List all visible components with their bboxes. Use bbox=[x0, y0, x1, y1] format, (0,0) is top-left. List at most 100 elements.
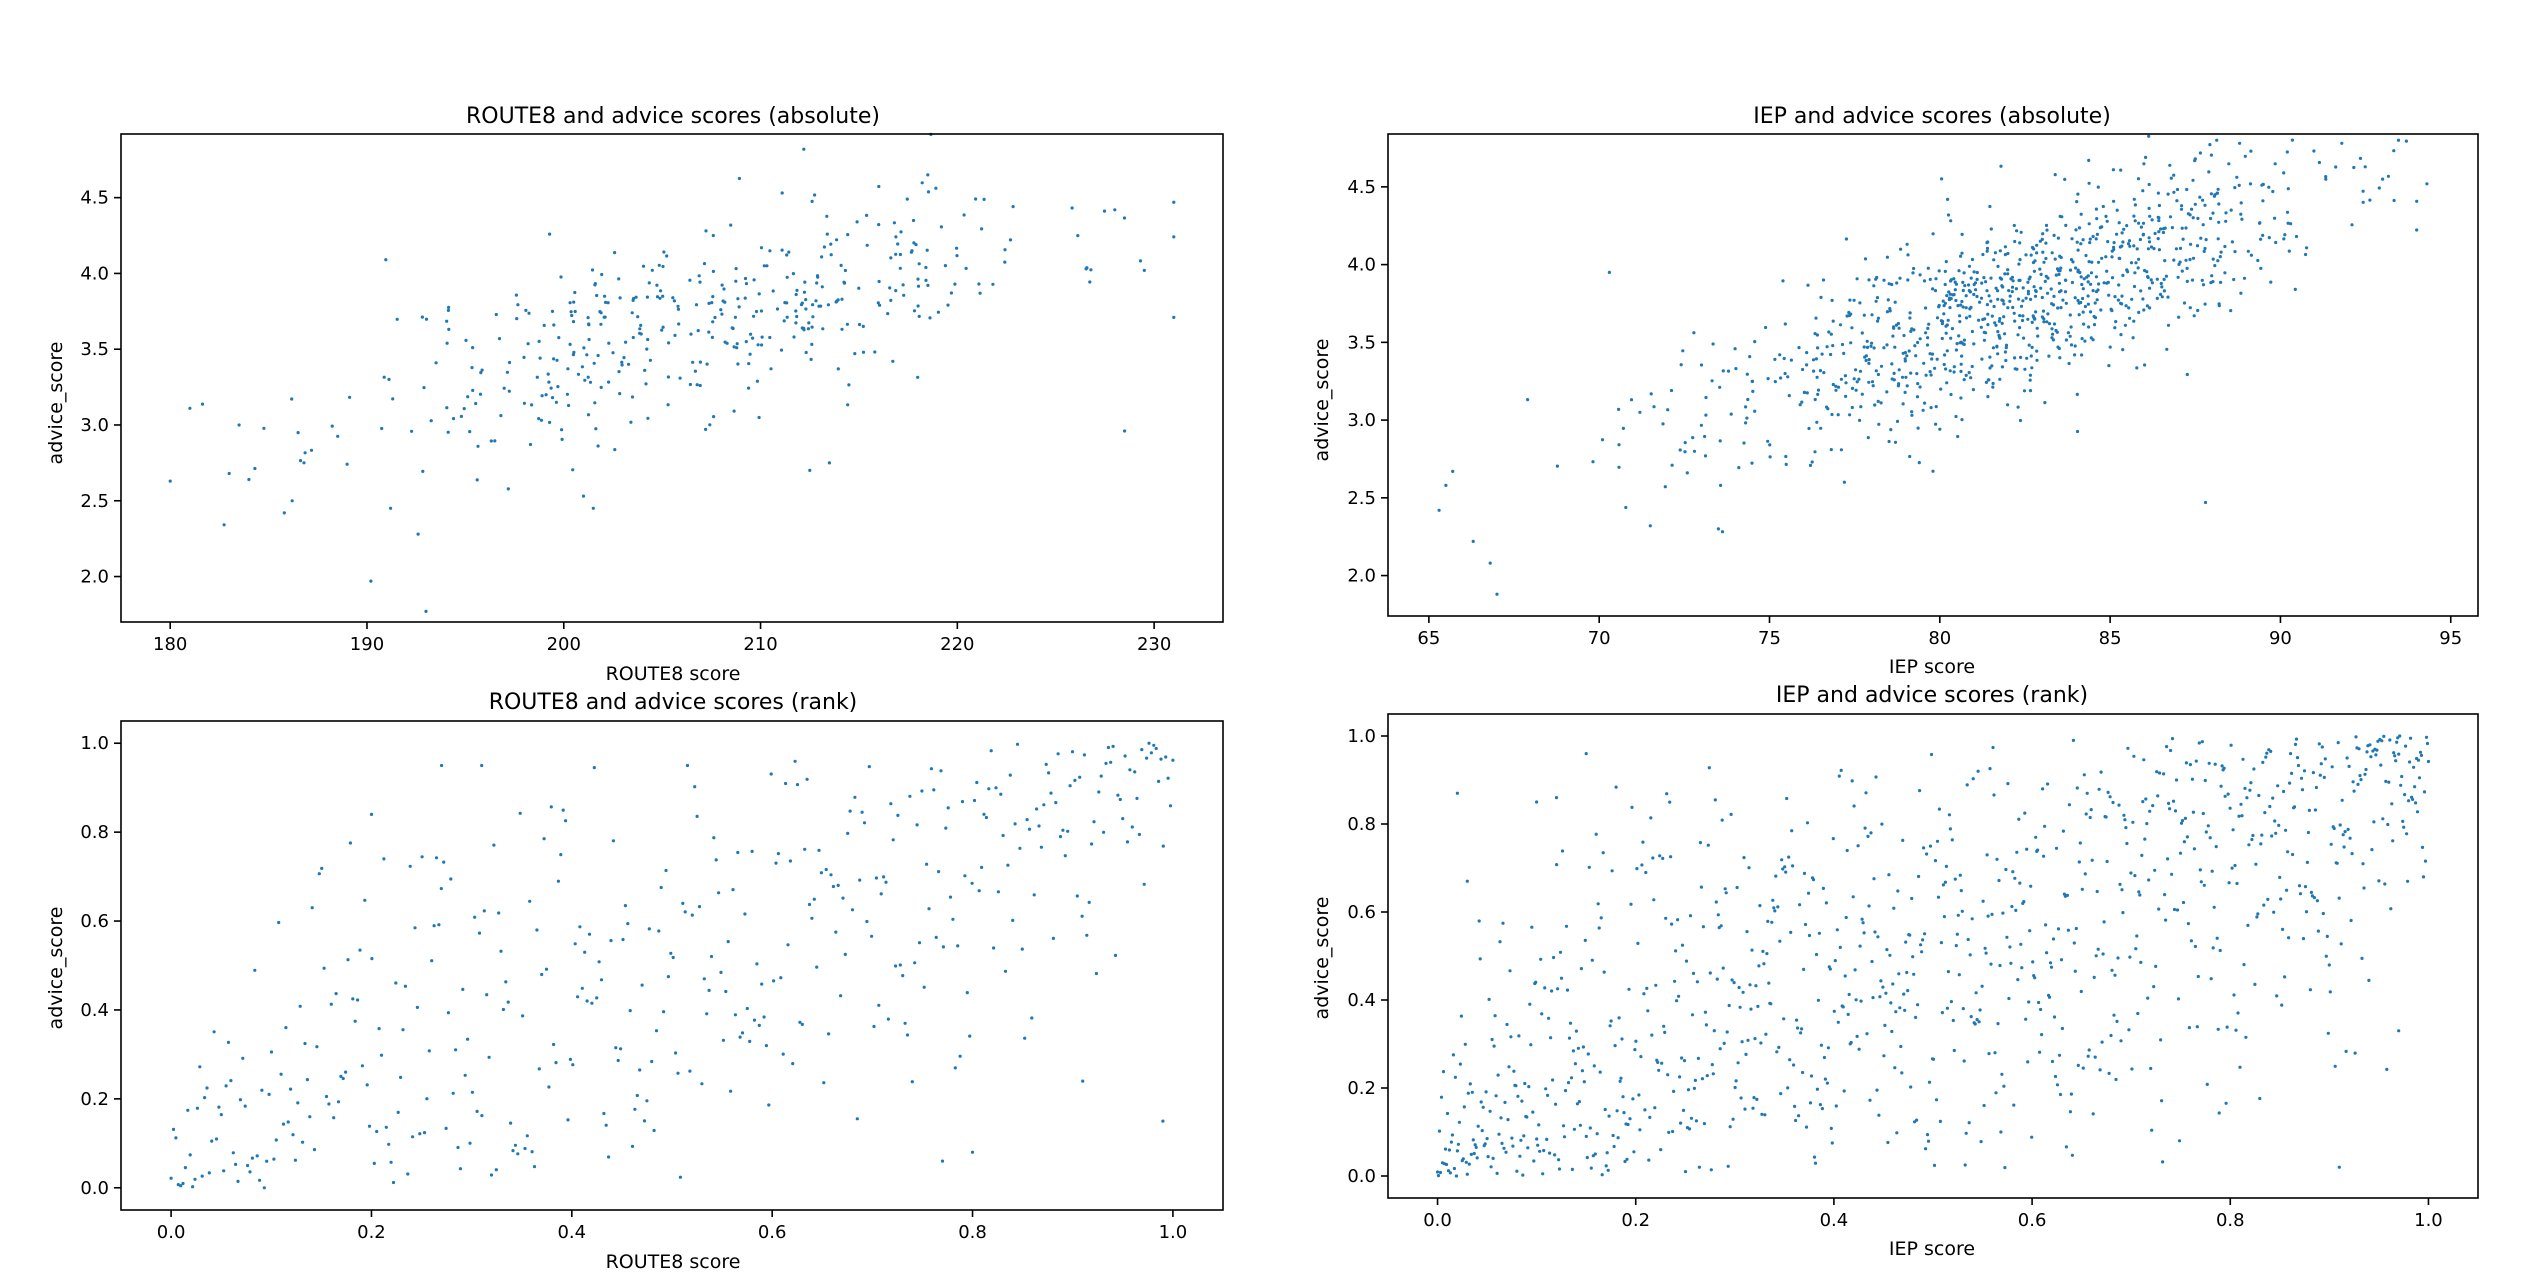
scatter-point bbox=[573, 309, 577, 314]
scatter-point bbox=[2286, 187, 2290, 191]
scatter-point bbox=[1969, 376, 1973, 380]
scatter-point bbox=[2172, 907, 2177, 912]
scatter-point bbox=[1858, 944, 1862, 948]
scatter-point bbox=[427, 1049, 431, 1053]
scatter-point bbox=[620, 360, 624, 364]
scatter-point bbox=[1770, 920, 1774, 924]
scatter-point bbox=[2426, 759, 2431, 764]
scatter-point bbox=[2010, 285, 2015, 289]
scatter-point bbox=[665, 254, 669, 258]
scatter-point bbox=[302, 461, 306, 465]
scatter-point bbox=[2133, 271, 2137, 275]
scatter-point bbox=[2149, 1066, 2153, 1071]
scatter-point bbox=[1862, 345, 1866, 349]
scatter-point bbox=[593, 282, 597, 286]
scatter-point bbox=[2057, 281, 2061, 285]
scatter-point bbox=[2201, 811, 2205, 816]
scatter-point bbox=[2028, 378, 2032, 382]
scatter-point bbox=[2271, 796, 2275, 800]
scatter-point bbox=[1807, 933, 1812, 938]
scatter-point bbox=[451, 417, 456, 421]
scatter-point bbox=[2126, 242, 2131, 246]
scatter-point bbox=[2396, 736, 2400, 740]
scatter-point bbox=[939, 769, 943, 773]
scatter-point bbox=[599, 978, 604, 982]
scatter-point bbox=[1721, 966, 1725, 970]
scatter-point bbox=[2160, 295, 2164, 299]
scatter-point bbox=[2283, 233, 2287, 237]
scatter-point bbox=[1617, 443, 1621, 447]
scatter-point bbox=[2081, 238, 2085, 242]
scatter-point bbox=[811, 303, 815, 307]
scatter-point bbox=[2055, 267, 2060, 271]
scatter-point bbox=[2040, 295, 2044, 300]
scatter-point bbox=[2112, 199, 2116, 203]
scatter-point bbox=[2307, 808, 2311, 813]
scatter-point bbox=[1719, 483, 1723, 487]
scatter-point bbox=[1825, 1081, 1829, 1085]
scatter-point bbox=[1961, 305, 1965, 309]
scatter-point bbox=[1948, 369, 1952, 373]
scatter-point bbox=[2261, 760, 2265, 765]
scatter-point bbox=[1909, 329, 1913, 333]
scatter-point bbox=[2082, 322, 2086, 326]
scatter-point bbox=[1442, 1162, 1447, 1166]
scatter-point bbox=[1774, 874, 1778, 878]
scatter-point bbox=[1870, 959, 1874, 964]
scatter-point bbox=[1534, 980, 1538, 984]
scatter-point bbox=[1670, 463, 1674, 467]
scatter-point bbox=[779, 976, 783, 980]
scatter-point bbox=[1996, 1022, 2000, 1026]
scatter-point bbox=[1638, 410, 1642, 414]
y-tick-label: 0.6 bbox=[80, 911, 109, 932]
scatter-point bbox=[2268, 804, 2272, 809]
scatter-point bbox=[1711, 1072, 1715, 1076]
scatter-point bbox=[2185, 279, 2189, 283]
scatter-point bbox=[676, 304, 680, 308]
scatter-point bbox=[700, 1082, 704, 1086]
scatter-point bbox=[382, 375, 386, 379]
scatter-point bbox=[1939, 941, 1943, 945]
scatter-point bbox=[2152, 247, 2156, 251]
scatter-point bbox=[800, 301, 804, 305]
scatter-point bbox=[1494, 1094, 1498, 1098]
scatter-point bbox=[726, 940, 730, 944]
scatter-point bbox=[391, 397, 395, 401]
scatter-point bbox=[676, 307, 681, 311]
scatter-point bbox=[2170, 737, 2175, 741]
scatter-point bbox=[557, 336, 561, 340]
scatter-point bbox=[2282, 789, 2286, 794]
scatter-point bbox=[1564, 924, 1569, 928]
scatter-point bbox=[2104, 255, 2108, 259]
scatter-point bbox=[2028, 929, 2032, 933]
scatter-point bbox=[2001, 299, 2005, 303]
scatter-point bbox=[2067, 803, 2071, 807]
scatter-point bbox=[1854, 388, 1858, 392]
scatter-point bbox=[2024, 296, 2028, 300]
scatter-point bbox=[2310, 894, 2314, 898]
scatter-point bbox=[1959, 889, 1963, 893]
scatter-point bbox=[1598, 1070, 1602, 1074]
scatter-point bbox=[2193, 159, 2197, 163]
scatter-point bbox=[804, 307, 808, 311]
scatter-point bbox=[2402, 825, 2406, 829]
scatter-point bbox=[576, 372, 581, 376]
scatter-point bbox=[2058, 214, 2062, 218]
scatter-point bbox=[676, 1071, 680, 1075]
scatter-point bbox=[2075, 429, 2080, 434]
scatter-point bbox=[2183, 816, 2187, 821]
scatter-point bbox=[2147, 182, 2151, 187]
scatter-point bbox=[1984, 951, 1988, 955]
scatter-point bbox=[2280, 1003, 2284, 1007]
scatter-point bbox=[1816, 998, 1820, 1002]
scatter-point bbox=[1133, 770, 1137, 774]
scatter-point bbox=[1987, 294, 1991, 298]
scatter-point bbox=[303, 451, 307, 455]
x-tick-label: 0.8 bbox=[958, 1222, 987, 1243]
scatter-point bbox=[1623, 1159, 1627, 1164]
scatter-point bbox=[934, 186, 938, 190]
scatter-point bbox=[2016, 405, 2020, 409]
scatter-point bbox=[2091, 1112, 2095, 1116]
scatter-point bbox=[2128, 955, 2132, 959]
scatter-point bbox=[1960, 251, 1964, 255]
